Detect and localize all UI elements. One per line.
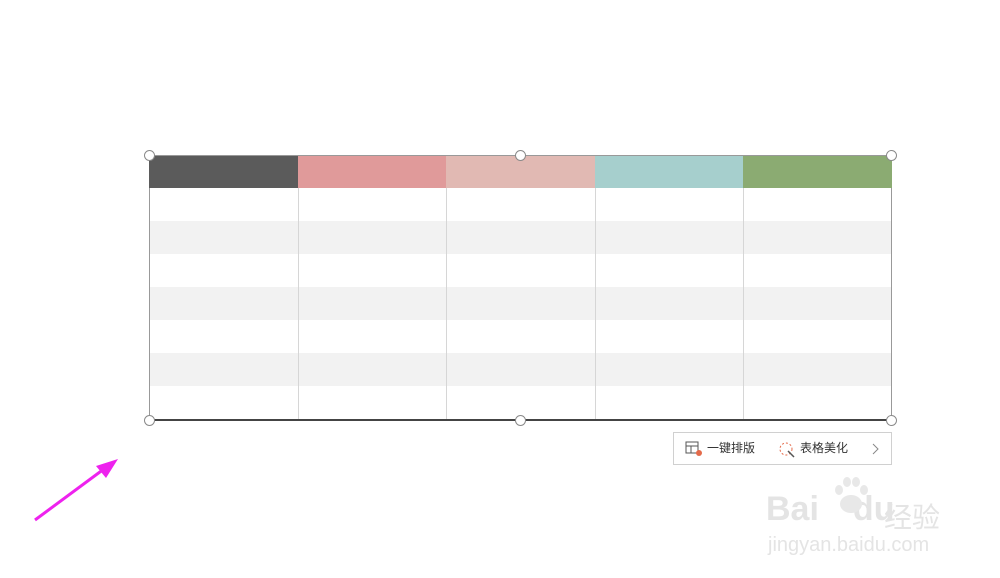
column-line [891, 188, 892, 420]
header-cell [149, 155, 298, 188]
resize-handle[interactable] [515, 415, 526, 426]
resize-handle[interactable] [886, 415, 897, 426]
annotation-arrow [34, 459, 118, 522]
layout-icon [685, 441, 702, 456]
beautify-icon [779, 442, 795, 458]
column-line [595, 188, 596, 420]
chevron[interactable] [871, 443, 881, 455]
beautify-button[interactable]: 表格美化 [800, 441, 849, 455]
resize-handle[interactable] [886, 150, 897, 161]
header-cell [743, 155, 892, 188]
watermark-text: Bai [766, 490, 819, 528]
resize-handle[interactable] [144, 415, 155, 426]
watermark-product: 经验 [884, 501, 941, 534]
resize-handle[interactable] [515, 150, 526, 161]
column-line [446, 188, 447, 420]
table-row [149, 287, 892, 320]
header-cell [298, 155, 446, 188]
watermark-url: jingyan.baidu.com [768, 534, 930, 556]
column-line [298, 188, 299, 420]
table-row [149, 353, 892, 386]
table-row [149, 221, 892, 254]
column-line [743, 188, 744, 420]
watermark-paw [835, 477, 868, 513]
auto-layout-button[interactable]: 一键排版 [707, 441, 756, 455]
resize-handle[interactable] [144, 150, 155, 161]
table-toolbar: 一键排版 表格美化 [673, 432, 892, 465]
header-cell [595, 155, 743, 188]
column-line [149, 188, 150, 420]
